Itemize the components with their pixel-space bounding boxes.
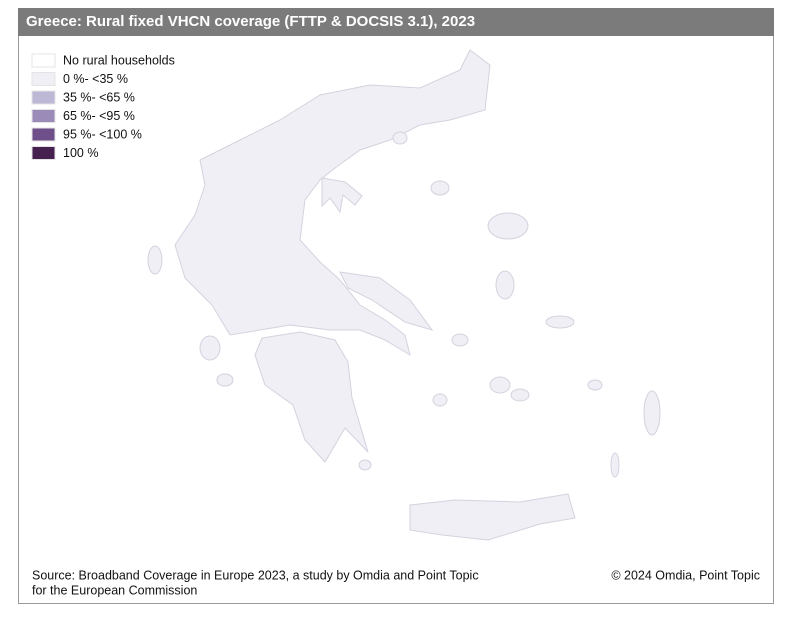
legend-label: 95 %- <100 % <box>63 127 142 141</box>
legend-swatch <box>31 53 56 68</box>
island <box>147 245 163 275</box>
island <box>643 390 661 436</box>
legend: No rural households 0 %- <35 % 35 %- <65 %… <box>31 53 175 160</box>
legend-label: 35 %- <65 % <box>63 90 135 104</box>
source-line: for the European Commission <box>32 583 197 597</box>
legend-swatch <box>31 127 56 142</box>
title-bar <box>18 8 774 36</box>
chalkidiki <box>321 177 363 214</box>
legend-label: 0 %- <35 % <box>63 72 128 86</box>
island <box>199 335 221 361</box>
island <box>358 459 372 471</box>
legend-swatch <box>31 90 56 105</box>
legend-label: 65 %- <95 % <box>63 109 135 123</box>
island <box>545 315 575 329</box>
legend-swatch <box>31 72 56 86</box>
title: Greece: Rural fixed VHCN coverage (FTTP … <box>26 13 475 30</box>
euboea <box>339 271 434 331</box>
island <box>587 379 603 391</box>
source-line: Source: Broadband Coverage in Europe 202… <box>32 568 479 582</box>
island <box>489 376 511 394</box>
peloponnese <box>254 331 369 463</box>
crete <box>409 493 576 541</box>
island <box>430 180 450 196</box>
legend-swatch <box>31 146 56 160</box>
island <box>610 452 620 478</box>
island <box>495 270 515 300</box>
legend-swatch <box>31 109 56 123</box>
map <box>147 49 661 541</box>
legend-label: 100 % <box>63 146 98 160</box>
legend-label: No rural households <box>63 53 175 67</box>
island <box>216 373 234 387</box>
mainland <box>174 49 491 357</box>
copyright: © 2024 Omdia, Point Topic <box>611 568 760 582</box>
island <box>392 131 408 145</box>
island <box>510 388 530 402</box>
island <box>432 393 448 407</box>
island <box>487 212 529 240</box>
island <box>451 333 469 347</box>
